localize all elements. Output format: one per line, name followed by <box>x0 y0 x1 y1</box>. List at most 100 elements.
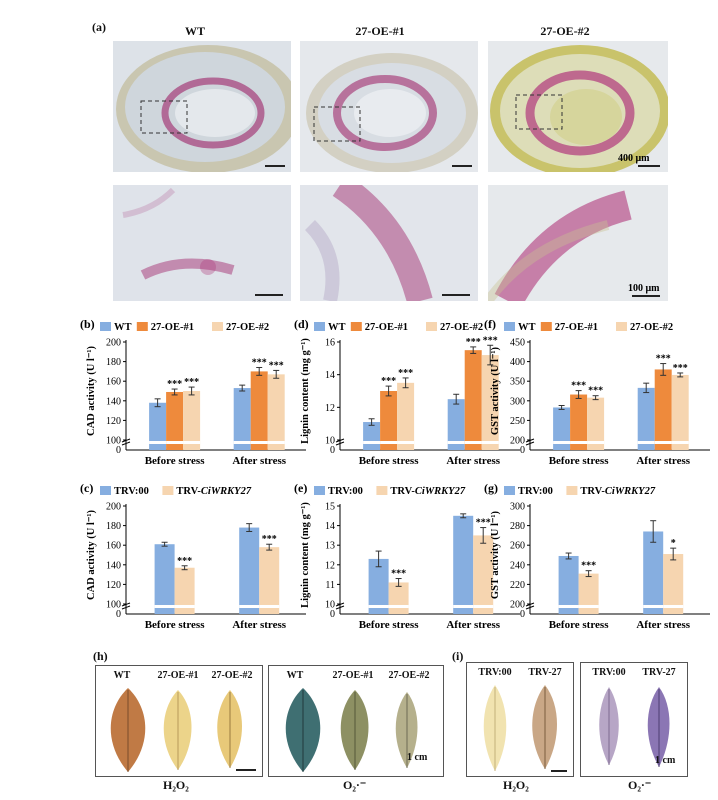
bar-break <box>637 441 655 444</box>
significance-label: *** <box>466 337 481 348</box>
y-tick-label: 12 <box>325 560 335 571</box>
bar-break <box>453 605 474 608</box>
bar <box>174 567 195 614</box>
leaf-label: 27-OE-#2 <box>388 670 430 681</box>
y-tick-label: 140 <box>106 560 121 571</box>
legend-swatch <box>426 322 437 331</box>
legend-label: 27-OE-#1 <box>555 322 598 333</box>
legend-label-italic: CiWRKY27 <box>605 486 656 497</box>
bar <box>453 515 474 614</box>
bar-break <box>233 441 251 444</box>
x-category-label: Before stress <box>359 619 419 628</box>
bar-break <box>250 441 268 444</box>
legend-swatch <box>212 322 223 331</box>
significance-label: *** <box>269 360 284 371</box>
axis-break <box>121 441 131 446</box>
column-title-wt: WT <box>184 24 205 38</box>
scale-bar <box>632 295 660 297</box>
x-category-label: After stress <box>232 455 286 464</box>
legend-swatch <box>350 322 362 331</box>
bar <box>183 391 201 450</box>
bar <box>154 544 175 614</box>
significance-label: *** <box>476 518 491 529</box>
bar-break <box>154 605 175 608</box>
chart-d: (d) WT 27-OE-#1 27-OE-#2 Lignin content (mg … <box>292 318 527 464</box>
chart-svg-c: (c) TRV:00 TRV-CiWRKY27 CAD activity (U l⁻¹… <box>80 482 306 628</box>
legend-label: TRV-CiWRKY27 <box>580 486 655 497</box>
y-tick-label: 10 <box>325 436 335 447</box>
column-title-oe1: 27-OE-#1 <box>355 24 405 38</box>
chart-svg-f: (f) WT 27-OE-#1 27-OE-#2 GST activity (U l⁻¹… <box>484 318 710 464</box>
bar-break <box>174 605 195 608</box>
micrograph-wt-zoom <box>113 185 291 301</box>
bar <box>388 582 409 614</box>
bar <box>481 355 499 450</box>
bar-break <box>363 441 381 444</box>
axis-break <box>525 441 535 446</box>
caption-i-h2o2: H₂O₂ <box>503 778 529 792</box>
legend-swatch <box>504 486 515 495</box>
bar <box>473 535 494 614</box>
leaf-label: TRV-27 <box>642 667 676 678</box>
legend-label: WT <box>114 322 132 333</box>
bar <box>654 369 672 450</box>
panel-i-h2o2-box: TRV:00 TRV-27 <box>466 662 574 777</box>
chart-b: (b) WT 27-OE-#1 27-OE-#2 CAD activity (U l⁻¹… <box>78 318 313 464</box>
significance-label: *** <box>673 363 688 374</box>
panel-letter: (b) <box>80 318 95 331</box>
panel-letter: (c) <box>80 482 93 495</box>
micrograph-oe1-zoom <box>300 185 478 301</box>
legend-swatch <box>504 322 515 331</box>
y-tick-label: 160 <box>106 541 121 552</box>
y-tick-label: 14 <box>325 370 335 381</box>
panel-h-letter: (h) <box>93 649 108 663</box>
legend-label: 27-OE-#1 <box>365 322 408 333</box>
scale-bar <box>638 165 660 167</box>
i-h2o2-leaves-image <box>483 685 567 772</box>
bar <box>166 391 184 450</box>
axis-break <box>335 441 345 446</box>
panel-h-h2o2-box: WT 27-OE-#1 27-OE-#2 <box>95 665 263 777</box>
scale-label-100um: 100 μm <box>628 283 660 294</box>
legend-swatch <box>314 486 325 495</box>
y-tick-label: 200 <box>510 436 525 447</box>
bar <box>239 527 260 614</box>
y-tick-label-zero: 0 <box>520 609 525 620</box>
y-axis-label: Lignin content (mg g⁻¹) <box>300 338 311 444</box>
bar <box>643 531 664 614</box>
legend-swatch <box>376 486 388 495</box>
y-axis-label: Lignin content (mg g⁻¹) <box>300 502 311 608</box>
micrograph-oe2-overview: 400 μm <box>488 41 668 172</box>
bar-break <box>397 441 415 444</box>
axis-break <box>121 605 131 610</box>
legend-label: 27-OE-#2 <box>226 322 269 333</box>
bar <box>363 422 381 450</box>
y-tick-label-zero: 0 <box>330 445 335 456</box>
panel-letter: (d) <box>294 318 309 331</box>
leaf-label: 27-OE-#1 <box>157 670 199 681</box>
legend-swatch <box>540 322 552 331</box>
bar <box>553 407 571 450</box>
bar-break <box>388 605 409 608</box>
bar-break <box>380 441 398 444</box>
significance-label: *** <box>177 556 192 567</box>
micrograph-oe2-zoom: 100 μm <box>488 185 668 301</box>
bar <box>570 394 588 450</box>
micrograph-oe1-overview <box>300 41 478 172</box>
bar <box>368 558 389 614</box>
y-tick-label: 100 <box>106 600 121 611</box>
y-tick-label: 180 <box>106 357 121 368</box>
significance-label: *** <box>252 357 267 368</box>
legend-label: WT <box>328 322 346 333</box>
legend-label: 27-OE-#2 <box>440 322 483 333</box>
y-axis-label: CAD activity (U l⁻¹) <box>86 509 97 600</box>
panel-a-letter: (a) <box>92 20 106 34</box>
caption-h2o2: H₂O₂ <box>163 778 189 792</box>
legend-label: WT <box>518 322 536 333</box>
significance-label: * <box>671 538 676 549</box>
micrograph-wt-overview <box>113 41 291 172</box>
bar <box>447 399 465 450</box>
panel-letter: (f) <box>484 318 496 331</box>
x-category-label: After stress <box>446 619 500 628</box>
panel-letter: (e) <box>294 482 307 495</box>
